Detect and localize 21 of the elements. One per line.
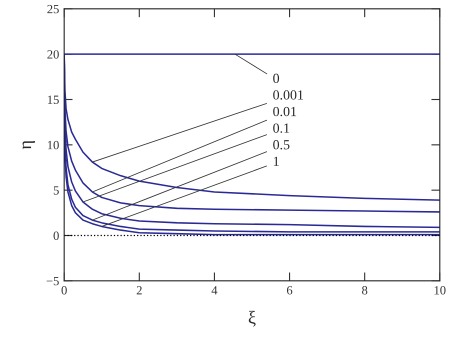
x-tick-label: 8 (362, 286, 368, 294)
annotation: 1 (274, 156, 279, 166)
x-tick-label: 6 (286, 286, 292, 294)
x-tick-label: 10 (434, 286, 446, 294)
x-axis-title: ξ (248, 310, 256, 327)
x-tick-label: 2 (136, 286, 142, 294)
y-tick-label: 5 (54, 186, 59, 195)
y-tick-label: 20 (47, 50, 59, 59)
y-tick-label: 0 (54, 232, 59, 240)
annotation: 0.01 (273, 106, 296, 116)
annotation: 0 (273, 74, 280, 84)
y-tick-label: 10 (48, 140, 59, 150)
y-tick-label: 15 (48, 96, 59, 104)
y-tick-label: −5 (46, 276, 59, 286)
y-axis-title: η (22, 141, 35, 150)
annotation: 0.5 (273, 140, 290, 150)
y-tick-label: 25 (47, 4, 59, 14)
annotation: 0.001 (273, 90, 304, 100)
x-tick-label: 4 (212, 286, 218, 294)
annotation: 0.1 (273, 123, 290, 133)
x-tick-label: 0 (62, 286, 67, 294)
